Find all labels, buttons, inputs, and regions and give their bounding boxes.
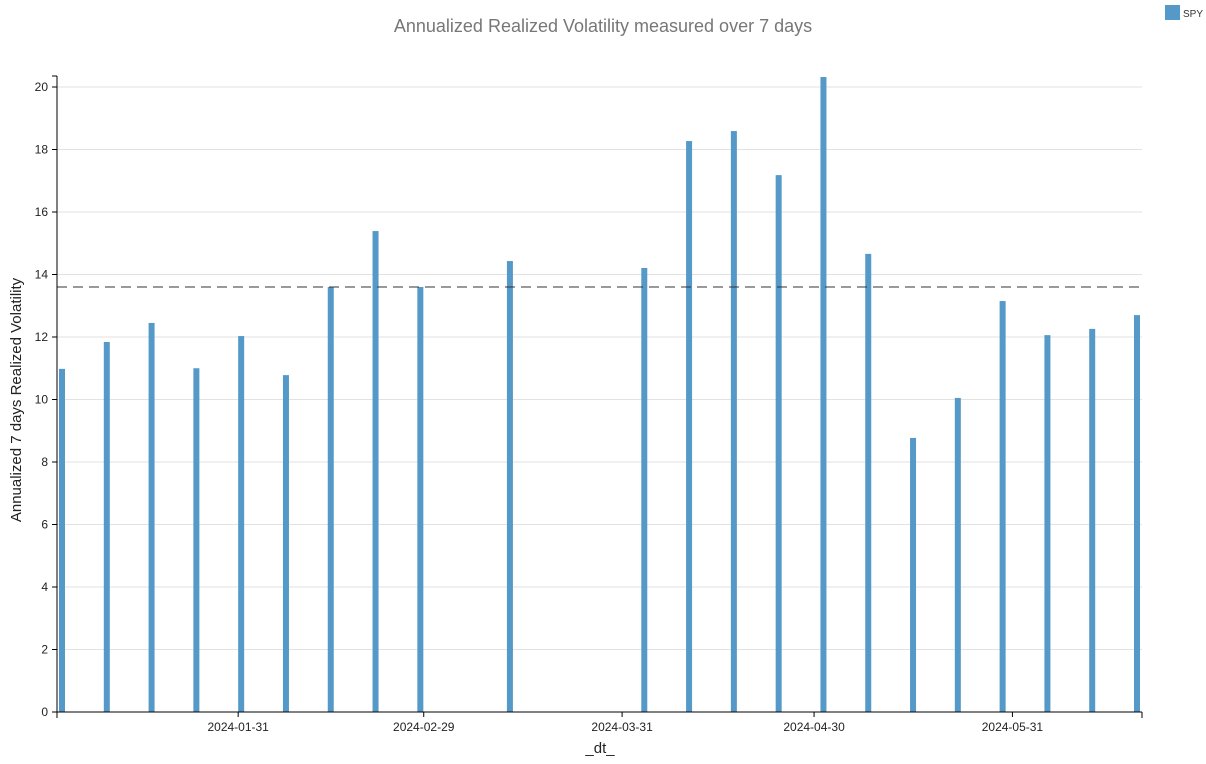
legend-swatch-spy	[1165, 5, 1180, 20]
bar-2024-05-01[interactable]	[820, 77, 827, 712]
bar-2024-02-07[interactable]	[282, 375, 289, 712]
y-tick-label: 8	[41, 455, 48, 469]
bar-2024-01-03[interactable]	[59, 368, 65, 712]
x-axis-label: _dt_	[584, 740, 615, 757]
y-tick-label: 14	[35, 268, 49, 282]
bar-2024-05-15[interactable]	[910, 437, 917, 712]
y-tick-label: 20	[35, 80, 49, 94]
x-tick-label: 2024-01-31	[207, 720, 269, 734]
y-tick-label: 6	[41, 518, 48, 532]
bar-2024-05-22[interactable]	[954, 397, 961, 712]
bar-2024-05-29[interactable]	[999, 301, 1006, 712]
legend[interactable]: SPY	[1165, 5, 1203, 20]
bar-2024-04-10[interactable]	[686, 141, 693, 712]
bar-2024-03-13[interactable]	[506, 261, 513, 712]
x-tick-label: 2024-02-29	[393, 720, 455, 734]
bar-2024-01-10[interactable]	[103, 342, 110, 712]
y-axis-label: Annualized 7 days Realized Volatility	[8, 277, 25, 522]
y-tick-label: 0	[41, 705, 48, 719]
bar-2024-01-17[interactable]	[148, 322, 155, 712]
bar-2024-06-12[interactable]	[1089, 328, 1096, 712]
y-tick-label: 18	[35, 143, 49, 157]
bar-2024-04-03[interactable]	[641, 267, 648, 712]
chart-title: Annualized Realized Volatility measured …	[394, 16, 812, 36]
y-tick-label: 16	[35, 205, 49, 219]
x-tick-label: 2024-04-30	[783, 720, 845, 734]
bar-2024-02-14[interactable]	[327, 287, 334, 712]
bar-2024-04-17[interactable]	[730, 131, 737, 712]
y-tick-label: 2	[41, 643, 48, 657]
y-tick-label: 4	[41, 580, 48, 594]
y-tick-label: 10	[35, 393, 49, 407]
bar-2024-02-28[interactable]	[417, 287, 424, 712]
legend-label-spy: SPY	[1183, 9, 1203, 20]
x-tick-label: 2024-05-31	[982, 720, 1044, 734]
bar-2024-06-05[interactable]	[1044, 335, 1051, 712]
y-tick-label: 12	[35, 330, 49, 344]
bar-2024-02-21[interactable]	[372, 231, 379, 712]
x-tick-label: 2024-03-31	[591, 720, 653, 734]
bar-2024-01-24[interactable]	[193, 368, 200, 712]
bar-2024-05-08[interactable]	[865, 253, 872, 712]
bar-2024-06-19[interactable]	[1134, 315, 1140, 712]
bar-2024-01-31[interactable]	[238, 336, 245, 712]
bar-2024-04-24[interactable]	[775, 175, 782, 712]
